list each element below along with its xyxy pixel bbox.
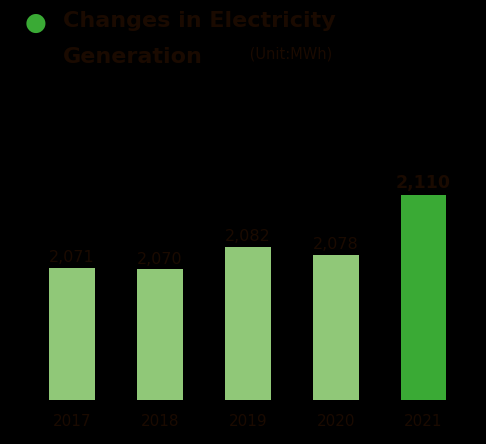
Text: (Unit:MWh): (Unit:MWh) xyxy=(245,47,333,62)
Text: 2018: 2018 xyxy=(141,414,179,429)
Text: 2,110: 2,110 xyxy=(396,174,451,192)
Bar xyxy=(137,270,183,400)
Text: 2,082: 2,082 xyxy=(225,230,271,244)
Bar xyxy=(313,254,359,400)
Bar xyxy=(225,247,271,400)
Text: 2017: 2017 xyxy=(53,414,91,429)
Text: 2,078: 2,078 xyxy=(313,237,359,252)
Text: 2,071: 2,071 xyxy=(49,250,95,265)
Bar xyxy=(401,195,447,400)
Text: 2,070: 2,070 xyxy=(137,252,183,267)
Text: Changes in Electricity: Changes in Electricity xyxy=(63,11,336,31)
Bar xyxy=(49,268,95,400)
Text: 2019: 2019 xyxy=(228,414,267,429)
Text: Generation: Generation xyxy=(63,47,203,67)
Text: ●: ● xyxy=(24,11,46,35)
Text: 2021: 2021 xyxy=(404,414,443,429)
Text: 2020: 2020 xyxy=(316,414,355,429)
